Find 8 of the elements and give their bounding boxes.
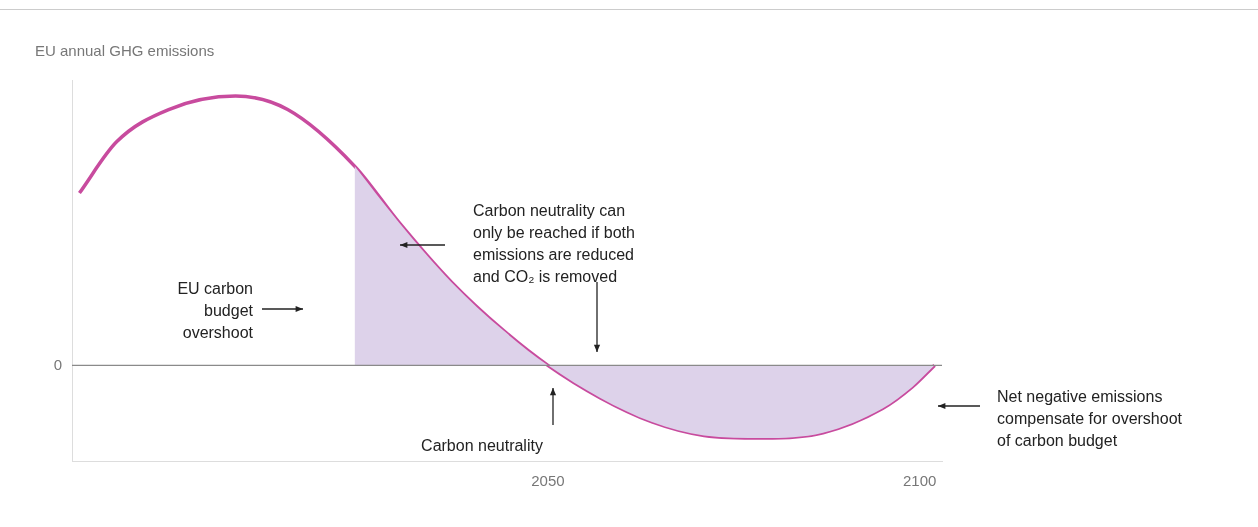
x-tick-label: 2050 (531, 472, 565, 490)
annotation: Carbon neutrality can only be reached if both emissions are reduced and CO₂ is removed (473, 201, 636, 287)
annotation: Carbon neutrality (420, 436, 544, 456)
annotation: EU carbon budget overshoot (176, 279, 253, 343)
text: Net negative emissions compensate for overshoot of carbon budget (997, 387, 1183, 451)
ref-line-label: 0 (53, 355, 62, 373)
chart-title: EU annual GHG emissions (35, 42, 215, 59)
x-tick-label: 2100 (903, 472, 937, 490)
